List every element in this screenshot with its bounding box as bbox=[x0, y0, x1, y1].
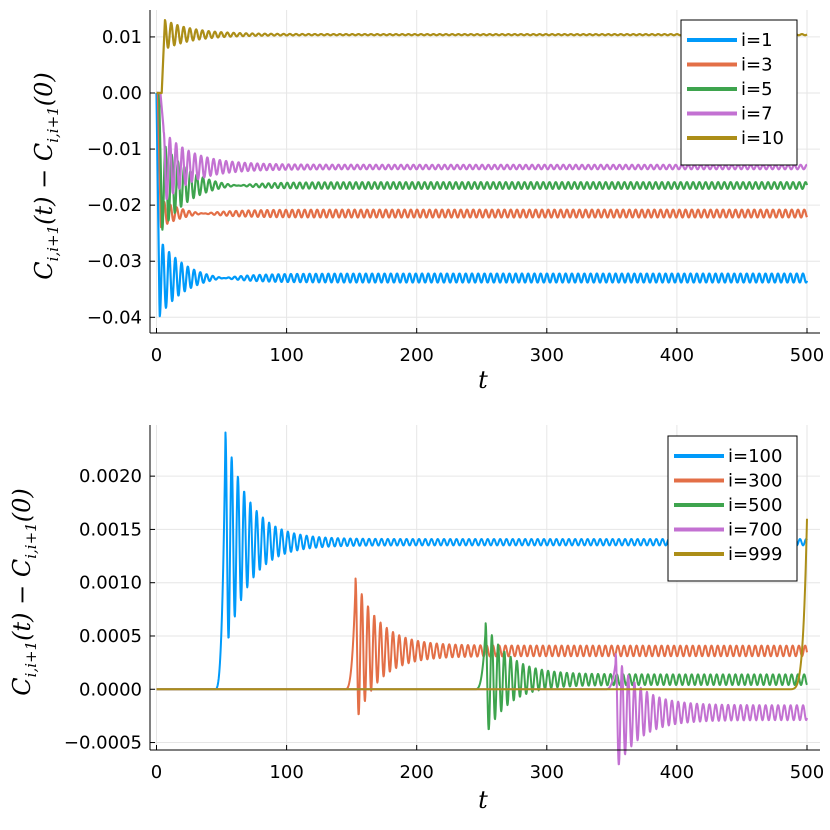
series-line-i-500 bbox=[155, 622, 808, 731]
bottom-xlabel: t bbox=[478, 786, 488, 814]
top-ylabel: Ci,i+1(t) − Ci,i+1(0) bbox=[30, 72, 62, 279]
y-tick-label: −0.02 bbox=[87, 195, 142, 216]
legend-label: i=10 bbox=[741, 128, 784, 149]
y-tick-label: −0.03 bbox=[87, 251, 142, 272]
bottom-axes bbox=[149, 425, 820, 751]
bottom-chart: 0 100 200 300 400 500 0.0020 0.0015 0.0010 0.0005… bbox=[8, 425, 824, 814]
x-tick-label: 0 bbox=[151, 762, 162, 783]
legend-label: i=3 bbox=[741, 55, 773, 76]
y-tick-label: −0.01 bbox=[87, 139, 142, 160]
series-line-i-7 bbox=[155, 91, 808, 201]
y-tick-label: 0.0020 bbox=[79, 466, 142, 487]
legend-label: i=500 bbox=[728, 495, 782, 516]
y-tick-label: 0.0015 bbox=[79, 519, 142, 540]
y-tick-label: 0.0010 bbox=[79, 573, 142, 594]
y-tick-label: 0.0000 bbox=[79, 679, 142, 700]
series-line-i-3 bbox=[155, 91, 808, 229]
bottom-ylabel: Ci,i+1(t) − Ci,i+1(0) bbox=[8, 488, 40, 695]
y-tick-label: −0.0005 bbox=[64, 733, 142, 754]
x-tick-label: 500 bbox=[790, 345, 824, 366]
x-tick-label: 100 bbox=[269, 762, 303, 783]
series-line-i-1 bbox=[155, 92, 809, 318]
legend-label: i=100 bbox=[728, 446, 782, 467]
bottom-grid bbox=[150, 425, 820, 750]
x-tick-label: 500 bbox=[790, 762, 824, 783]
top-grid bbox=[150, 10, 820, 333]
series-line-i-5 bbox=[155, 91, 809, 231]
y-tick-label: 0.00 bbox=[102, 83, 142, 104]
y-tick-label: −0.04 bbox=[87, 307, 142, 328]
top-chart: 0 100 200 300 400 500 0.01 0.00 −0.01 −0.02 −0.03 −… bbox=[30, 10, 824, 394]
series-line-i-300 bbox=[155, 577, 808, 716]
top-ticks: 0 100 200 300 400 500 0.01 0.00 −0.01 −0.02 −0.03 −… bbox=[87, 27, 824, 366]
x-tick-label: 200 bbox=[400, 345, 434, 366]
x-tick-label: 0 bbox=[151, 345, 162, 366]
x-tick-label: 300 bbox=[530, 345, 564, 366]
bottom-legend: i=100 i=300 i=500 i=700 i=999 bbox=[667, 435, 798, 582]
legend-label: i=1 bbox=[741, 30, 773, 51]
legend-label: i=999 bbox=[728, 544, 782, 565]
top-legend: i=1 i=3 i=5 i=7 i=10 bbox=[680, 19, 798, 166]
y-tick-label: 0.0005 bbox=[79, 626, 142, 647]
legend-label: i=700 bbox=[728, 520, 782, 541]
legend-label: i=300 bbox=[728, 471, 782, 492]
x-tick-label: 100 bbox=[269, 345, 303, 366]
legend-box bbox=[680, 19, 798, 166]
x-tick-label: 400 bbox=[660, 762, 694, 783]
top-axes bbox=[149, 10, 820, 334]
legend-box bbox=[667, 435, 798, 582]
top-xlabel: t bbox=[478, 366, 488, 394]
legend-label: i=7 bbox=[741, 104, 773, 125]
legend-label: i=5 bbox=[741, 79, 773, 100]
bottom-ticks: 0 100 200 300 400 500 0.0020 0.0015 0.0010 0.0005… bbox=[64, 466, 824, 783]
top-series bbox=[155, 19, 809, 318]
y-tick-label: 0.01 bbox=[102, 27, 142, 48]
series-line-i-999 bbox=[155, 518, 808, 691]
x-tick-label: 200 bbox=[400, 762, 434, 783]
x-tick-label: 400 bbox=[660, 345, 694, 366]
x-tick-label: 300 bbox=[530, 762, 564, 783]
